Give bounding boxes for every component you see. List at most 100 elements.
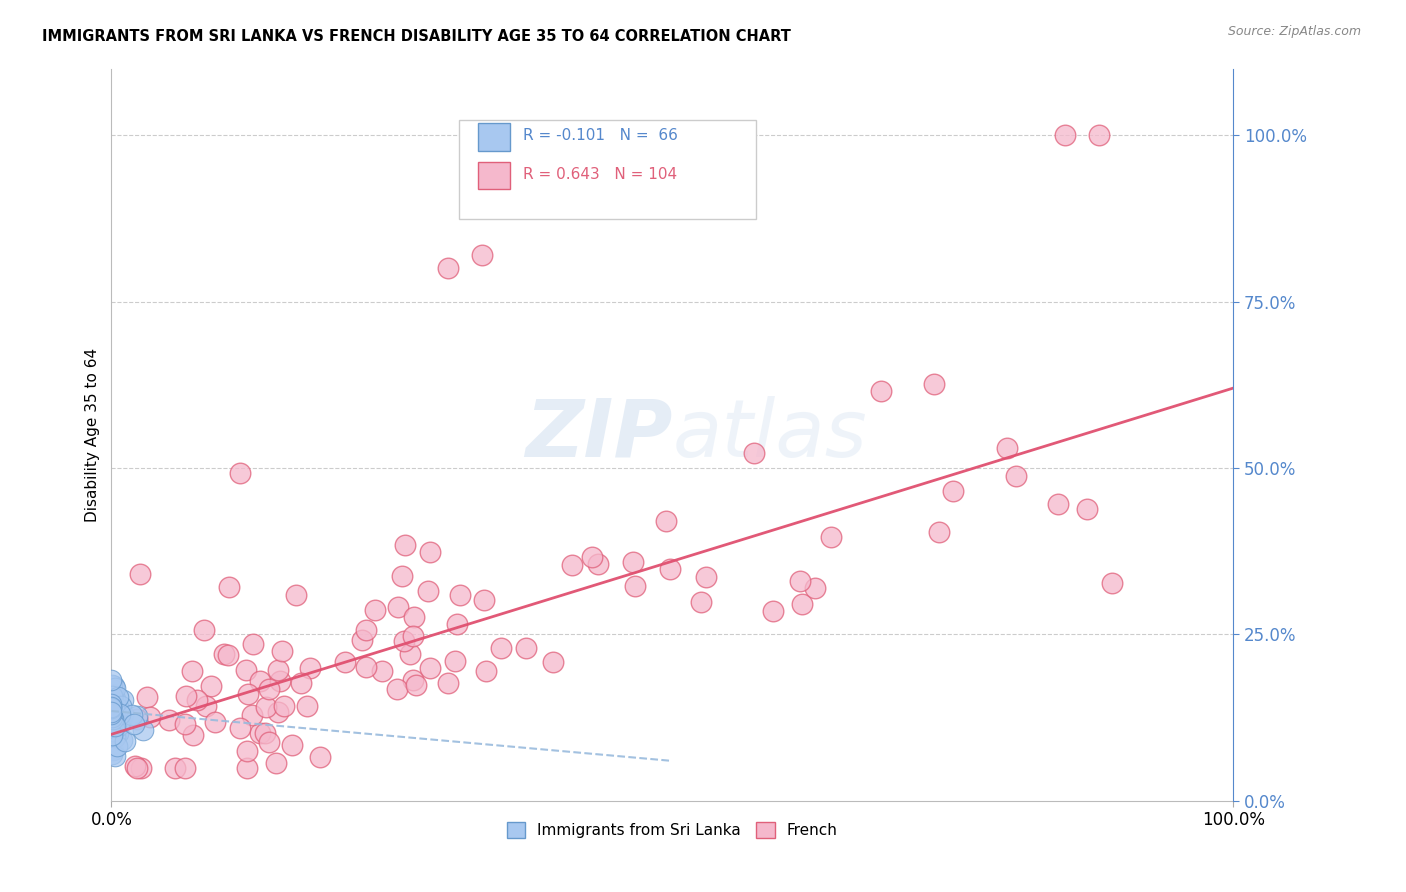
Point — [100, 687, 122, 701]
Point — [131, 761, 153, 775]
Point — [789, 574, 811, 588]
Point — [1076, 502, 1098, 516]
Point — [391, 569, 413, 583]
Point — [125, 712, 148, 726]
Point — [112, 693, 135, 707]
Point — [212, 647, 235, 661]
Point — [104, 708, 127, 723]
Point — [101, 713, 124, 727]
Point — [138, 710, 160, 724]
Point — [110, 713, 132, 727]
Point — [193, 624, 215, 638]
Point — [621, 555, 644, 569]
Point — [103, 713, 125, 727]
Point — [128, 567, 150, 582]
Point — [280, 739, 302, 753]
Point — [181, 727, 204, 741]
Point — [110, 733, 132, 747]
Point — [125, 761, 148, 775]
Point — [235, 663, 257, 677]
Point — [922, 376, 945, 391]
Point — [101, 698, 124, 713]
Point — [1087, 128, 1109, 142]
Point — [804, 581, 827, 595]
Point — [394, 538, 416, 552]
Point — [101, 708, 124, 723]
Point — [385, 682, 408, 697]
Point — [101, 710, 124, 724]
Point — [870, 384, 893, 398]
Point — [581, 549, 603, 564]
Point — [103, 730, 125, 744]
Point — [695, 570, 717, 584]
Point — [104, 719, 127, 733]
Point — [107, 720, 129, 734]
Point — [111, 706, 134, 721]
Point — [136, 690, 159, 704]
Point — [471, 248, 494, 262]
Point — [236, 687, 259, 701]
Point — [236, 744, 259, 758]
Point — [103, 748, 125, 763]
Point — [195, 698, 218, 713]
Point — [100, 706, 122, 721]
Point — [257, 734, 280, 748]
Point — [659, 561, 682, 575]
Point — [290, 676, 312, 690]
Point — [792, 598, 814, 612]
Point — [1004, 468, 1026, 483]
Point — [271, 644, 294, 658]
Text: R = -0.101   N =  66: R = -0.101 N = 66 — [523, 128, 678, 144]
Point — [264, 756, 287, 770]
Text: atlas: atlas — [672, 396, 868, 474]
Point — [254, 700, 277, 714]
FancyBboxPatch shape — [460, 120, 756, 219]
Point — [1101, 575, 1123, 590]
Point — [742, 446, 765, 460]
Point — [103, 714, 125, 728]
Point — [121, 707, 143, 722]
Point — [101, 747, 124, 761]
Point — [108, 702, 131, 716]
Point — [100, 705, 122, 719]
Point — [101, 724, 124, 739]
Point — [449, 588, 471, 602]
Point — [371, 664, 394, 678]
Point — [363, 602, 385, 616]
Point — [174, 716, 197, 731]
Text: ZIP: ZIP — [524, 396, 672, 474]
Point — [387, 600, 409, 615]
Point — [124, 758, 146, 772]
Point — [101, 688, 124, 702]
Point — [236, 761, 259, 775]
Point — [100, 698, 122, 712]
Point — [253, 726, 276, 740]
Point — [446, 616, 468, 631]
Point — [157, 713, 180, 727]
Point — [100, 701, 122, 715]
Point — [249, 674, 271, 689]
Point — [273, 699, 295, 714]
Point — [104, 704, 127, 718]
Point — [180, 665, 202, 679]
Point — [762, 604, 785, 618]
Point — [399, 647, 422, 661]
Point — [299, 661, 322, 675]
Point — [217, 648, 239, 663]
Point — [402, 628, 425, 642]
Point — [995, 441, 1018, 455]
Point — [103, 701, 125, 715]
Point — [132, 723, 155, 737]
Point — [820, 530, 842, 544]
Point — [437, 676, 460, 690]
Text: Source: ZipAtlas.com: Source: ZipAtlas.com — [1227, 25, 1361, 38]
Point — [242, 637, 264, 651]
Point — [101, 688, 124, 702]
Point — [107, 690, 129, 705]
Point — [105, 739, 128, 754]
Point — [257, 681, 280, 696]
Point — [107, 718, 129, 732]
Point — [942, 484, 965, 499]
Point — [269, 674, 291, 689]
Point — [515, 641, 537, 656]
